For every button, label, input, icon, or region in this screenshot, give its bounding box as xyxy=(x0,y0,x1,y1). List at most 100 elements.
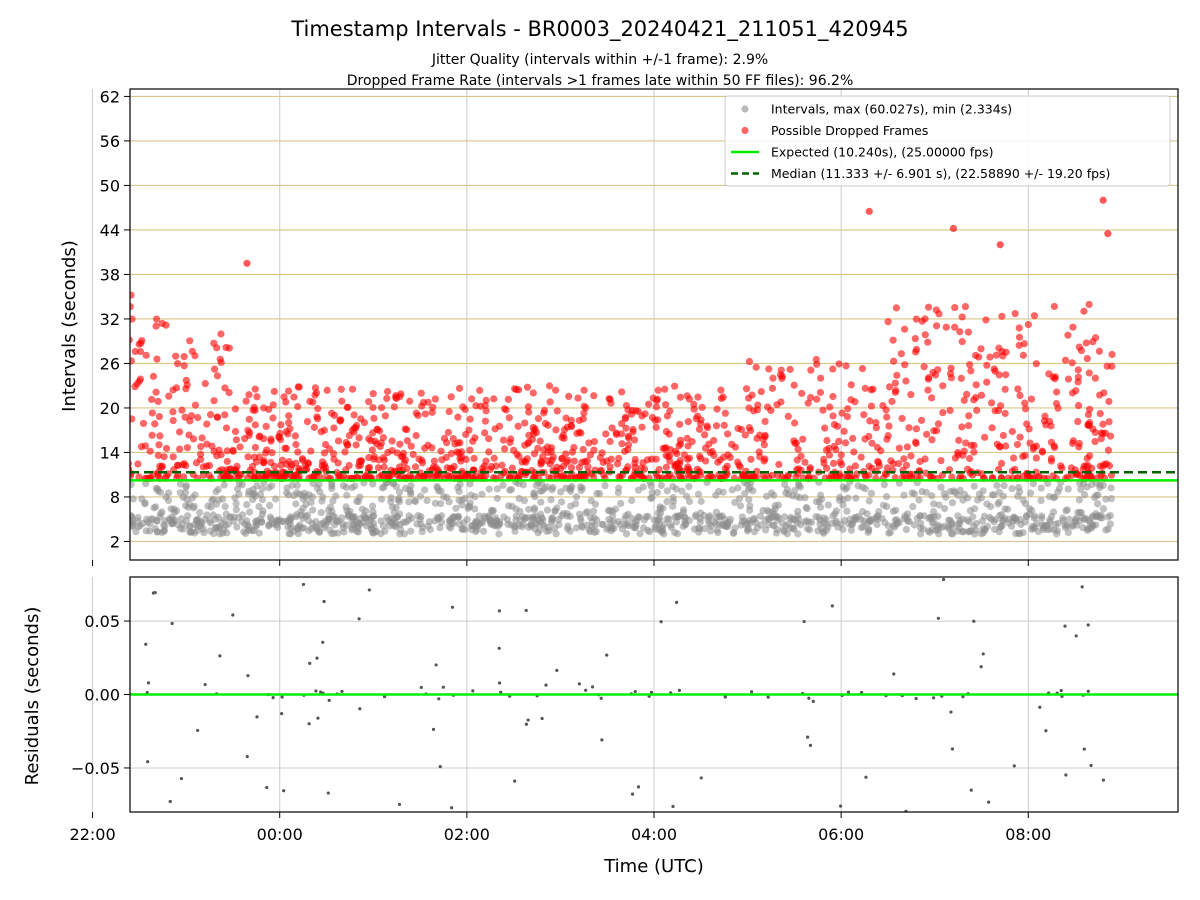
interval-point xyxy=(1008,484,1016,493)
residual-point xyxy=(811,699,815,704)
dropped-frame-point xyxy=(1030,312,1039,320)
interval-point xyxy=(40,327,47,334)
dropped-frame-point xyxy=(34,461,41,468)
dropped-frame-point xyxy=(229,447,237,455)
interval-point xyxy=(685,516,694,525)
dropped-frame-point xyxy=(649,394,657,402)
dropped-frame-point xyxy=(850,448,858,456)
dropped-frame-point xyxy=(618,440,626,448)
dropped-frame-point xyxy=(525,408,533,416)
dropped-frame-point xyxy=(798,389,806,397)
interval-point xyxy=(99,521,106,528)
dropped-frame-point xyxy=(885,422,893,430)
residual-point xyxy=(499,690,503,694)
x-tick-label: 00:00 xyxy=(257,825,303,844)
dropped-frame-point xyxy=(437,447,445,455)
residual-point xyxy=(397,802,402,807)
interval-point xyxy=(610,524,618,532)
dropped-frame-point xyxy=(505,414,513,422)
dropped-frame-point xyxy=(951,323,959,331)
dropped-frame-point xyxy=(637,464,645,472)
residual-point xyxy=(524,722,529,726)
interval-point xyxy=(815,497,823,506)
dropped-frame-point xyxy=(997,459,1006,468)
dropped-frame-point xyxy=(1103,362,1111,370)
dropped-frame-point xyxy=(564,456,572,464)
interval-point xyxy=(712,491,720,499)
dropped-frame-point xyxy=(392,393,400,402)
dropped-frame-point xyxy=(429,463,438,471)
interval-point xyxy=(557,498,566,506)
dropped-frame-point xyxy=(294,448,302,456)
dropped-frame-point xyxy=(106,429,113,436)
dropped-frame-point xyxy=(965,412,973,420)
dropped-frame-point xyxy=(893,371,901,379)
dropped-frame-point xyxy=(843,413,852,421)
residual-point xyxy=(961,695,965,699)
dropped-frame-point xyxy=(693,412,702,420)
interval-point xyxy=(108,517,115,524)
dropped-frame-point xyxy=(396,440,404,448)
interval-point xyxy=(789,492,797,500)
interval-point xyxy=(362,514,370,522)
dropped-frame-point xyxy=(223,447,231,455)
dropped-frame-point xyxy=(1025,425,1033,433)
dropped-frame-point xyxy=(1072,387,1080,395)
dropped-frame-point xyxy=(837,460,846,469)
interval-point xyxy=(392,483,400,491)
interval-point xyxy=(873,515,882,523)
interval-point xyxy=(719,488,727,496)
dropped-frame-point xyxy=(350,428,358,436)
dropped-frame-point xyxy=(1045,370,1053,378)
residual-point xyxy=(590,685,595,689)
interval-point xyxy=(653,488,661,497)
interval-point xyxy=(162,493,170,501)
interval-point xyxy=(908,489,916,497)
interval-point xyxy=(255,529,263,537)
interval-point xyxy=(28,444,35,451)
residual-point xyxy=(471,689,475,693)
dropped-frame-point xyxy=(337,416,345,424)
dropped-frame-point xyxy=(684,463,692,471)
interval-point xyxy=(707,522,715,530)
dropped-frame-point xyxy=(784,473,792,481)
dropped-frame-point xyxy=(54,451,61,458)
interval-point xyxy=(1055,484,1064,493)
dropped-frame-point xyxy=(374,464,382,472)
dropped-frame-point xyxy=(251,421,259,429)
dropped-frame-point xyxy=(106,474,113,481)
dropped-frame-point xyxy=(901,361,909,369)
residual-point xyxy=(280,695,284,699)
interval-point xyxy=(563,509,571,518)
dropped-frame-point xyxy=(1069,323,1077,331)
interval-point xyxy=(204,502,212,510)
residual-point xyxy=(231,613,235,617)
residual-point xyxy=(577,682,581,686)
dropped-frame-point xyxy=(113,472,120,479)
dropped-frame-point xyxy=(713,405,721,413)
interval-point xyxy=(656,509,665,517)
dropped-frame-point xyxy=(430,457,438,465)
dropped-frame-point xyxy=(806,393,815,402)
interval-point xyxy=(614,489,622,497)
dropped-frame-point xyxy=(622,401,631,410)
interval-point xyxy=(622,530,631,538)
interval-point xyxy=(158,528,166,537)
dropped-frame-point xyxy=(613,460,622,468)
dropped-frame-point xyxy=(375,456,383,464)
interval-point xyxy=(26,372,33,379)
residual-point xyxy=(892,672,896,676)
interval-point xyxy=(176,525,185,533)
dropped-frame-point xyxy=(955,436,963,444)
interval-point xyxy=(525,505,533,513)
interval-point xyxy=(913,515,921,523)
interval-point xyxy=(21,457,28,464)
dropped-frame-point xyxy=(1011,309,1019,318)
dropped-frame-point xyxy=(567,421,575,430)
residual-point xyxy=(146,760,150,764)
dropped-frame-point xyxy=(630,436,639,444)
dropped-frame-point xyxy=(970,441,978,450)
dropped-frame-point xyxy=(817,374,825,382)
dropped-frame-point xyxy=(924,386,932,394)
